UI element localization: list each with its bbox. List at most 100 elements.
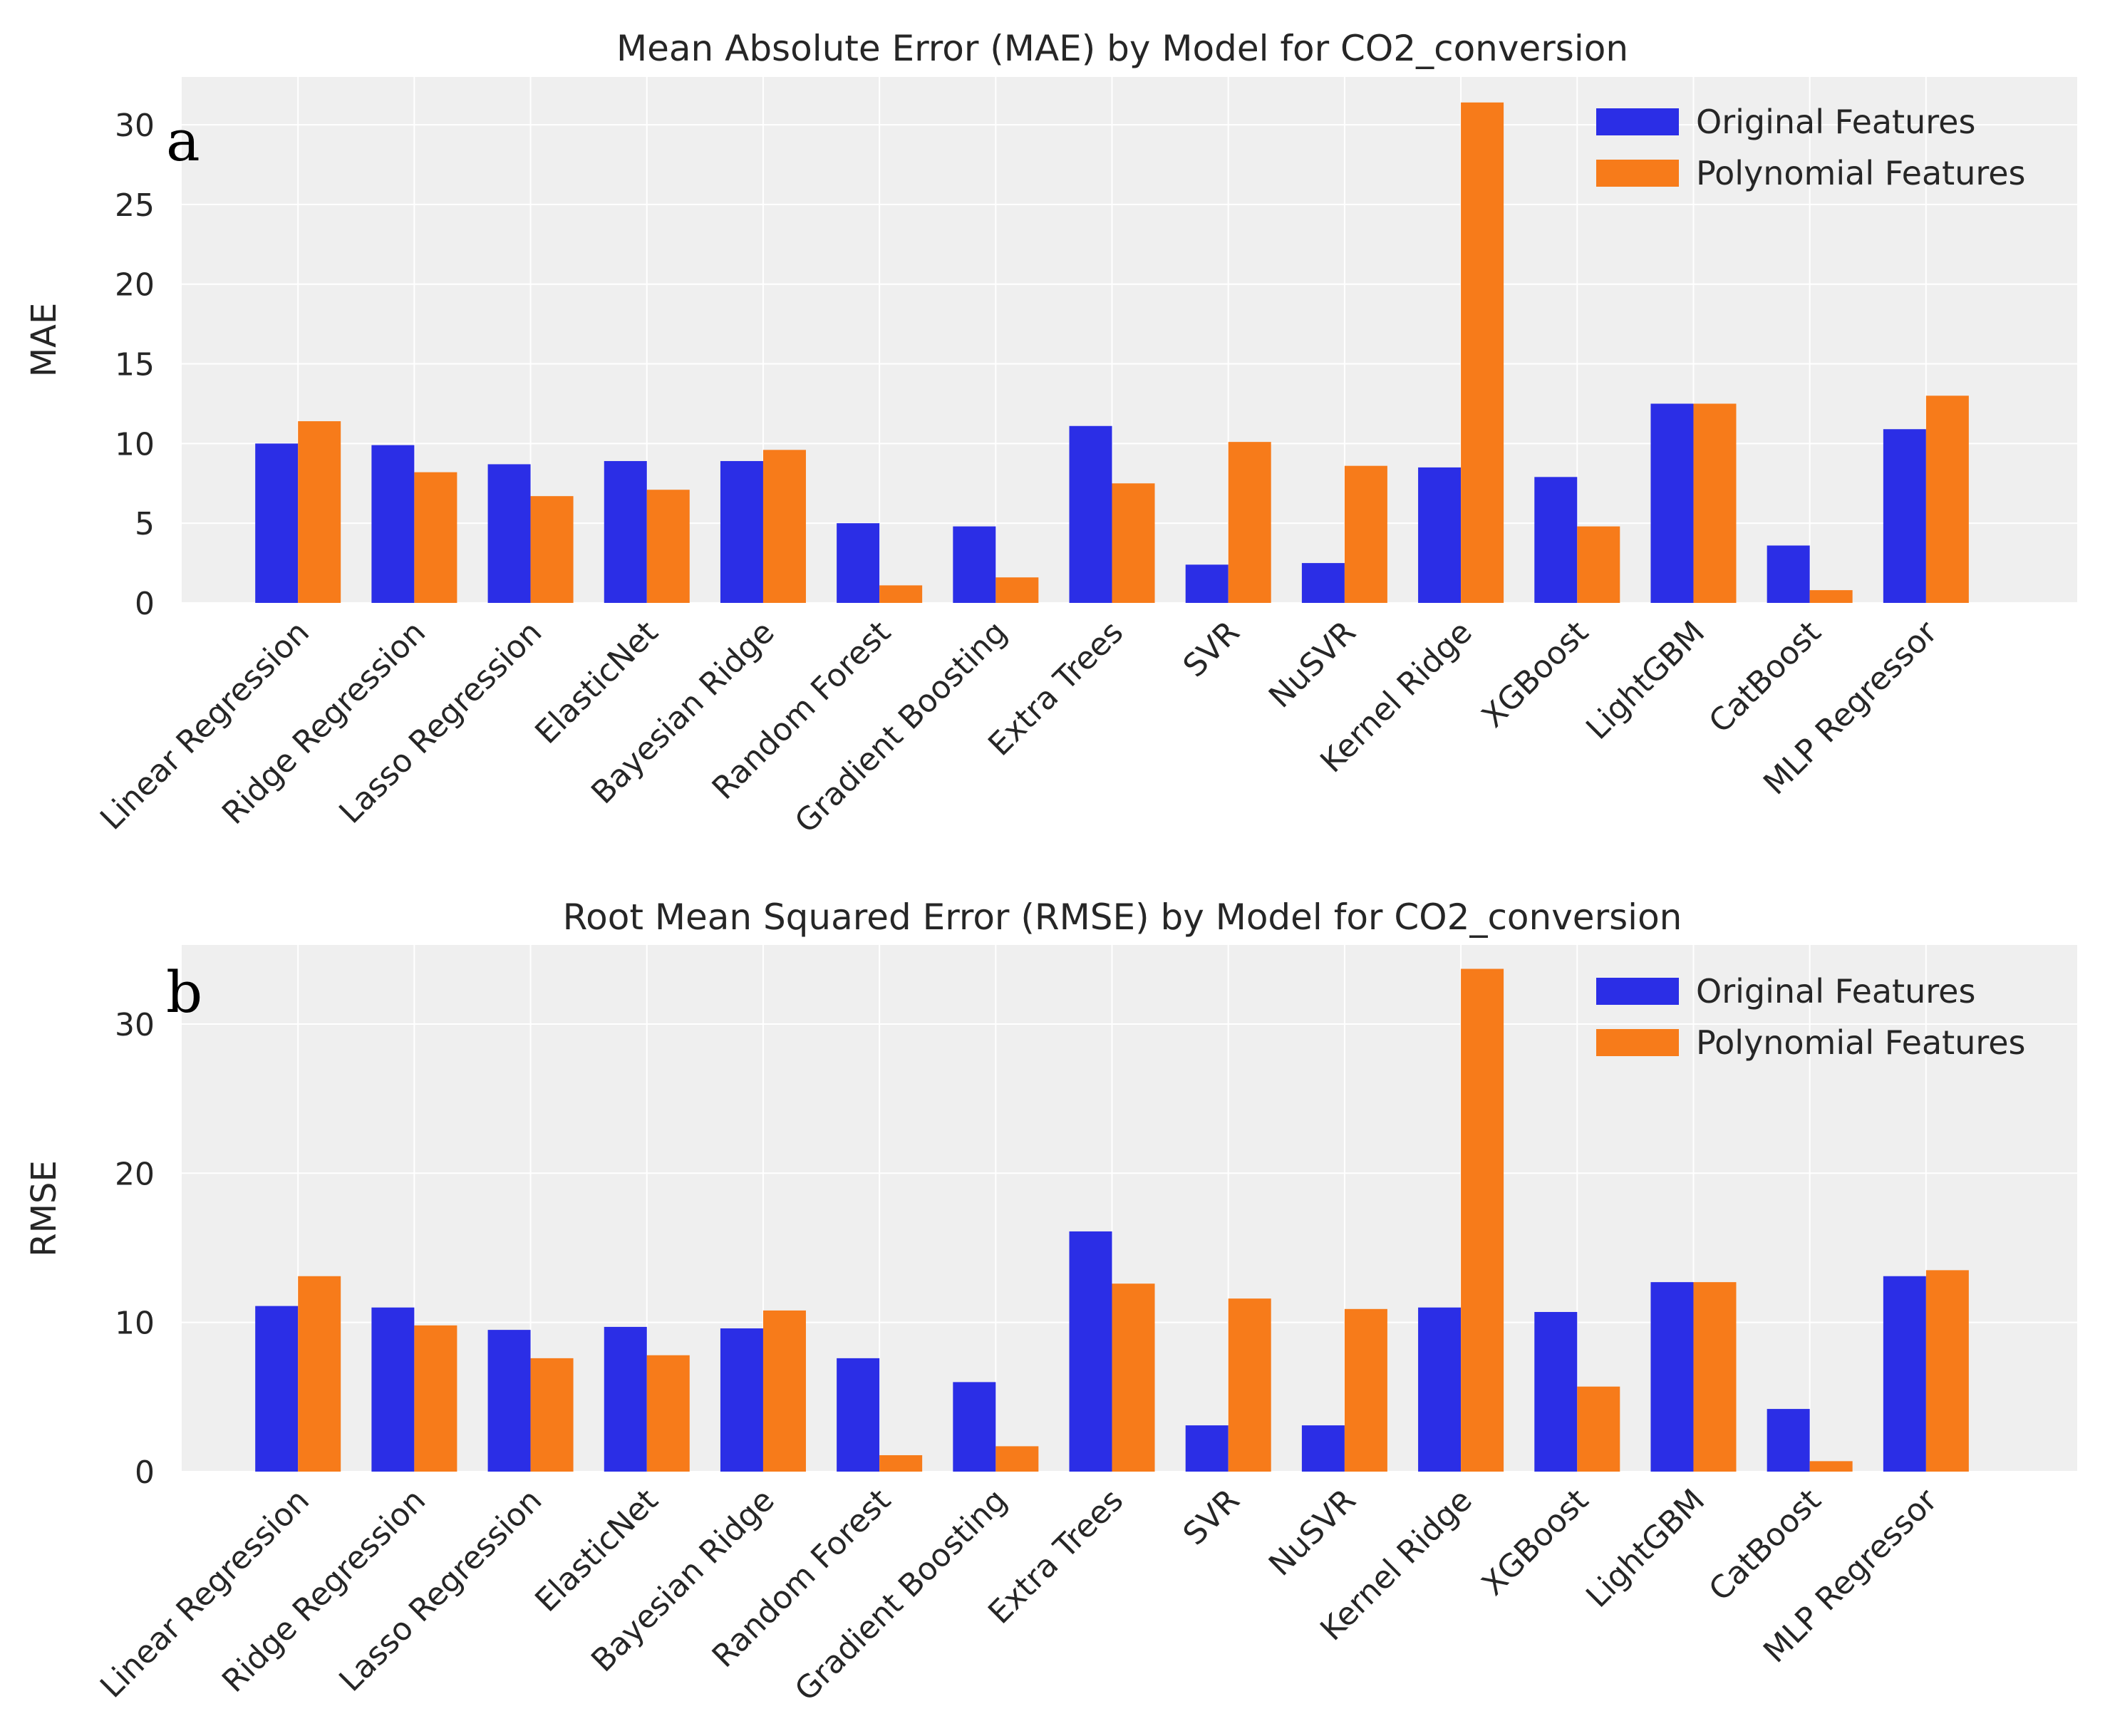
x-tick-label: Gradient Boosting: [788, 1482, 1014, 1708]
bar-polynomial: [995, 577, 1039, 603]
x-tick-label: NuSVR: [1262, 1482, 1363, 1583]
bar-original: [1185, 1425, 1229, 1472]
legend-label: Polynomial Features: [1696, 154, 2026, 192]
bar-polynomial: [1228, 1298, 1271, 1472]
bar-polynomial: [530, 496, 574, 603]
bar-polynomial: [530, 1358, 574, 1472]
x-tick-label: CatBoost: [1702, 1482, 1829, 1608]
bar-original: [720, 1328, 763, 1472]
bar-polynomial: [1461, 968, 1504, 1472]
bar-original: [1185, 564, 1229, 603]
legend-label: Polynomial Features: [1696, 1023, 2026, 1062]
bar-original: [371, 1307, 415, 1472]
bar-polynomial: [414, 472, 457, 603]
x-tick-label: NuSVR: [1262, 614, 1363, 715]
bar-polynomial: [1461, 102, 1504, 604]
panel-letter: b: [166, 959, 202, 1025]
x-tick-label: Ridge Regression: [215, 1482, 433, 1700]
y-tick-label: 30: [115, 108, 155, 144]
bar-polynomial: [1577, 526, 1620, 603]
bar-polynomial: [646, 490, 690, 603]
x-tick-label: XGBoost: [1475, 1482, 1595, 1603]
y-tick-label: 20: [115, 267, 155, 304]
bar-original: [1650, 1282, 1694, 1472]
bar-original: [953, 1382, 996, 1472]
x-tick-label: XGBoost: [1475, 614, 1595, 735]
bar-polynomial: [1344, 465, 1387, 603]
bar-polynomial: [1925, 396, 1969, 603]
bar-polynomial: [1925, 1270, 1969, 1472]
bar-original: [720, 460, 763, 603]
legend-swatch: [1596, 160, 1679, 187]
bar-polynomial: [995, 1446, 1039, 1472]
bar-original: [1301, 563, 1345, 603]
chart-title: Mean Absolute Error (MAE) by Model for C…: [616, 28, 1628, 69]
panel-letter: a: [166, 108, 200, 174]
bar-polynomial: [1693, 1282, 1737, 1472]
bar-original: [487, 464, 531, 603]
bar-original: [1767, 545, 1810, 603]
x-tick-label: Lasso Regression: [332, 614, 549, 831]
legend-label: Original Features: [1696, 972, 1975, 1011]
bar-polynomial: [879, 1455, 923, 1472]
bar-original: [371, 445, 415, 603]
y-tick-label: 30: [115, 1007, 155, 1043]
bar-original: [604, 460, 647, 603]
y-tick-label: 10: [115, 1306, 155, 1342]
legend-label: Original Features: [1696, 103, 1975, 141]
bar-original: [1883, 429, 1926, 603]
bar-original: [1301, 1425, 1345, 1472]
x-tick-label: CatBoost: [1702, 614, 1829, 740]
bar-original: [953, 526, 996, 603]
bar-original: [487, 1330, 531, 1472]
bar-polynomial: [1693, 403, 1737, 603]
y-tick-label: 0: [135, 1455, 155, 1491]
bar-polynomial: [1809, 590, 1853, 603]
bar-original: [1534, 477, 1578, 603]
y-axis-label: MAE: [24, 303, 64, 378]
y-tick-label: 15: [115, 347, 155, 383]
bar-original: [1418, 467, 1462, 603]
bar-original: [1069, 1231, 1112, 1472]
bar-original: [837, 1358, 880, 1472]
y-tick-label: 10: [115, 426, 155, 463]
bar-original: [1069, 425, 1112, 603]
bar-polynomial: [1112, 483, 1155, 603]
bar-original: [837, 523, 880, 603]
bar-polynomial: [1112, 1283, 1155, 1472]
bar-polynomial: [298, 421, 341, 603]
bar-polynomial: [298, 1276, 341, 1472]
bar-polynomial: [1344, 1308, 1387, 1472]
bar-polynomial: [414, 1325, 457, 1472]
x-tick-label: SVR: [1176, 614, 1247, 685]
bar-polynomial: [1809, 1461, 1853, 1472]
bar-original: [255, 1306, 299, 1472]
y-tick-label: 5: [135, 506, 155, 542]
x-tick-label: Linear Regression: [93, 1482, 316, 1705]
bar-original: [1883, 1276, 1926, 1472]
bar-original: [1650, 403, 1694, 603]
x-tick-label: Gradient Boosting: [788, 614, 1014, 840]
bar-original: [1418, 1307, 1462, 1472]
x-tick-label: SVR: [1176, 1482, 1247, 1553]
legend-swatch: [1596, 108, 1679, 135]
bar-polynomial: [762, 450, 806, 603]
y-tick-label: 25: [115, 187, 155, 224]
x-tick-label: LightGBM: [1579, 1482, 1712, 1615]
legend-swatch: [1596, 978, 1679, 1005]
bar-polynomial: [646, 1355, 690, 1472]
x-tick-label: Lasso Regression: [332, 1482, 549, 1699]
x-tick-label: Ridge Regression: [215, 614, 433, 832]
bar-original: [1767, 1409, 1810, 1472]
bar-original: [1534, 1311, 1578, 1472]
bar-polynomial: [879, 585, 923, 603]
bar-polynomial: [1228, 442, 1271, 603]
bar-polynomial: [762, 1310, 806, 1472]
legend-swatch: [1596, 1029, 1679, 1056]
y-axis-label: RMSE: [24, 1160, 64, 1257]
chart-title: Root Mean Squared Error (RMSE) by Model …: [563, 897, 1682, 938]
y-tick-label: 20: [115, 1156, 155, 1192]
